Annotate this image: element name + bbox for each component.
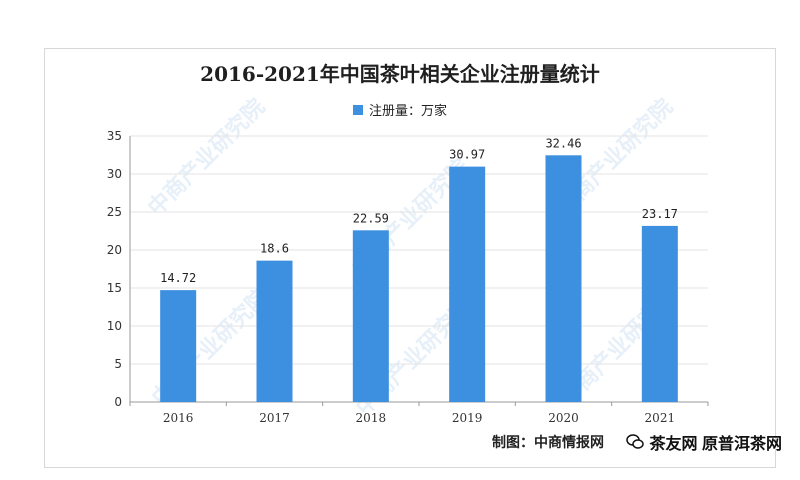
y-tick-label: 35 — [107, 129, 122, 143]
y-tick-label: 20 — [107, 243, 122, 257]
x-tick-label: 2017 — [259, 411, 290, 425]
chart-footer: 制图：中商情报网 — [492, 434, 604, 450]
source-text: 茶友网 原普洱茶网 — [649, 436, 782, 453]
x-tick-label: 2016 — [163, 411, 194, 425]
data-label: 22.59 — [353, 211, 389, 225]
data-label: 32.46 — [545, 136, 581, 150]
y-tick-label: 5 — [114, 357, 122, 371]
y-tick-label: 10 — [107, 319, 122, 333]
data-label: 18.6 — [260, 242, 289, 256]
bar — [352, 230, 389, 402]
wechat-icon — [625, 434, 644, 449]
x-tick-label: 2020 — [548, 411, 579, 425]
bar — [641, 225, 678, 402]
y-tick-label: 0 — [114, 395, 122, 409]
data-label: 23.17 — [642, 207, 678, 221]
x-tick-label: 2019 — [452, 411, 483, 425]
y-tick-label: 30 — [107, 167, 122, 181]
bar — [449, 166, 486, 402]
bar — [256, 260, 293, 402]
bar — [545, 155, 582, 402]
legend-label: 注册量：万家 — [368, 104, 447, 119]
chart-title: 2016-2021年中国茶叶相关企业注册量统计 — [200, 62, 600, 86]
y-tick-label: 25 — [107, 205, 122, 219]
legend: 注册量：万家 — [0, 100, 800, 119]
data-label: 14.72 — [160, 271, 196, 285]
source-label: 茶友网 原普洱茶网 — [625, 430, 782, 454]
y-tick-label: 15 — [107, 281, 122, 295]
legend-swatch — [352, 104, 363, 115]
data-label: 30.97 — [449, 148, 485, 162]
x-tick-label: 2021 — [645, 411, 676, 425]
bar — [160, 290, 197, 402]
x-tick-label: 2018 — [356, 411, 387, 425]
